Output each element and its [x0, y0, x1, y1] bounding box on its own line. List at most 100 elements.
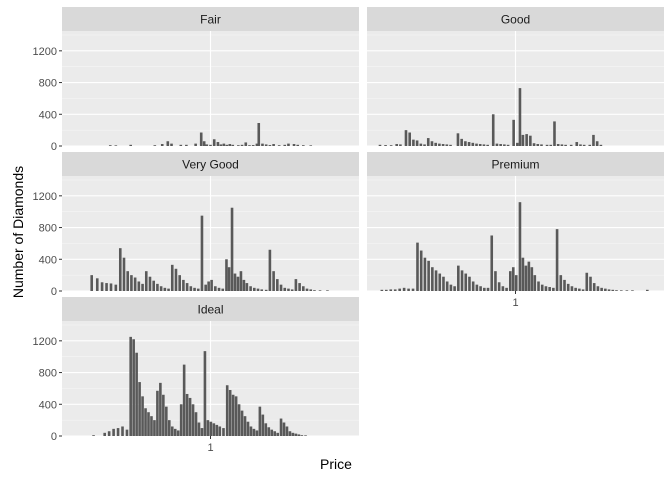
histogram-bar — [563, 279, 566, 291]
histogram-bar — [464, 141, 467, 146]
histogram-bar — [292, 144, 296, 146]
histogram-bar — [242, 279, 246, 291]
histogram-bar — [467, 142, 471, 146]
histogram-bar — [228, 390, 232, 436]
histogram-bar — [478, 144, 482, 146]
facet-strip-very-good — [62, 152, 359, 176]
y-tick-label: 0 — [51, 141, 57, 153]
histogram-bar — [559, 275, 563, 291]
histogram-bar — [549, 144, 553, 146]
histogram-bar — [191, 404, 195, 436]
histogram-bar — [615, 290, 618, 291]
histogram-bar — [159, 382, 162, 436]
histogram-bar — [118, 248, 122, 291]
histogram-bar — [200, 428, 204, 436]
histogram-bar — [279, 418, 283, 436]
histogram-bar — [553, 121, 556, 146]
histogram-bar — [239, 271, 243, 291]
histogram-bar — [566, 283, 570, 291]
histogram-bar — [449, 284, 453, 291]
histogram-bar — [645, 289, 649, 291]
histogram-bar — [589, 276, 592, 291]
histogram-bar — [209, 144, 212, 146]
histogram-bar — [90, 275, 93, 291]
histogram-bar — [182, 364, 186, 436]
facet-label-ideal: Ideal — [197, 303, 223, 317]
histogram-bar — [194, 412, 198, 436]
histogram-bar — [282, 422, 286, 436]
histogram-bar — [251, 145, 255, 146]
histogram-bar — [129, 336, 132, 436]
histogram-bar — [296, 144, 300, 146]
histogram-bar — [156, 283, 159, 291]
histogram-bar — [153, 145, 157, 146]
histogram-bar — [503, 144, 506, 146]
histogram-bar — [217, 287, 221, 291]
y-tick-label: 400 — [39, 254, 57, 266]
histogram-bar — [540, 284, 544, 291]
histogram-bar — [318, 290, 322, 291]
histogram-bar — [464, 273, 468, 291]
histogram-bar — [112, 428, 115, 436]
histogram-bar — [427, 260, 430, 291]
histogram-bar — [109, 283, 113, 291]
histogram-bar — [404, 130, 408, 146]
histogram-bar — [475, 284, 479, 291]
histogram-bar — [272, 144, 275, 146]
histogram-bar — [243, 416, 247, 436]
histogram-bar — [482, 144, 486, 146]
histogram-bar — [290, 289, 294, 291]
histogram-bar — [237, 145, 240, 146]
histogram-bar — [415, 140, 419, 146]
histogram-bar — [514, 275, 518, 291]
histogram-bar — [116, 428, 120, 436]
histogram-bar — [495, 143, 499, 146]
histogram-bar — [212, 139, 216, 146]
histogram-bar — [95, 278, 99, 291]
histogram-bar — [521, 134, 525, 146]
histogram-bar — [214, 286, 217, 291]
histogram-bar — [144, 408, 147, 436]
histogram-bar — [108, 145, 112, 146]
facet-strip-ideal — [62, 297, 359, 321]
histogram-bar — [268, 145, 272, 146]
histogram-bar — [107, 431, 111, 436]
histogram-bar — [544, 286, 548, 291]
histogram-bar — [419, 143, 423, 146]
histogram-bar — [483, 287, 486, 291]
histogram-bar — [468, 276, 471, 291]
histogram-bar — [560, 144, 564, 146]
histogram-bar — [475, 143, 478, 146]
histogram-bar — [202, 141, 206, 146]
histogram-bar — [264, 144, 268, 146]
histogram-bar — [255, 430, 259, 436]
histogram-bar — [221, 288, 225, 291]
histogram-bar — [225, 385, 229, 436]
histogram-bar — [570, 286, 574, 291]
histogram-bar — [389, 145, 393, 146]
histogram-bar — [460, 138, 463, 146]
y-tick-label: 1200 — [33, 336, 57, 348]
histogram-bar — [264, 423, 268, 436]
histogram-bar — [592, 283, 596, 291]
histogram-bar — [197, 422, 201, 436]
histogram-bar — [132, 339, 135, 436]
histogram-bar — [150, 416, 153, 436]
histogram-bar — [304, 435, 307, 436]
histogram-bar — [385, 289, 388, 291]
y-axis-title: Number of Diamonds — [10, 165, 26, 299]
histogram-bar — [411, 288, 415, 291]
histogram-bar — [137, 281, 141, 291]
facet-label-premium: Premium — [491, 158, 539, 172]
histogram-bar — [402, 287, 406, 291]
histogram-bar — [456, 133, 460, 146]
histogram-bar — [575, 142, 579, 146]
histogram-bar — [244, 142, 248, 146]
histogram-bar — [138, 382, 141, 436]
y-tick-label: 400 — [39, 399, 57, 411]
histogram-bar — [231, 394, 235, 436]
facet-strip-premium — [367, 152, 664, 176]
histogram-bar — [212, 423, 216, 436]
histogram-bar — [249, 286, 252, 291]
